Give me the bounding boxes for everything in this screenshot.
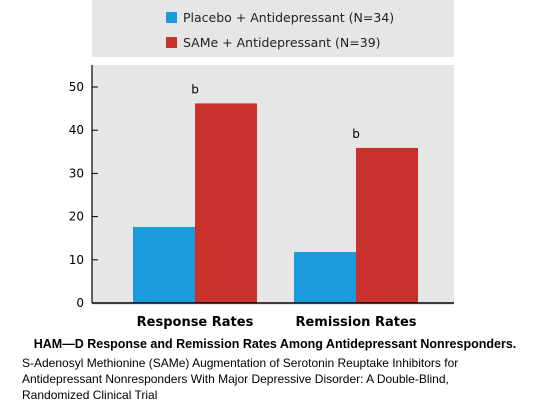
significance-marker: b [191, 82, 199, 96]
y-tick-label: 20 [69, 210, 84, 224]
x-category-label: Remission Rates [295, 315, 416, 330]
bar [294, 252, 356, 303]
caption-source-line: S-Adenosyl Methionine (SAMe) Augmentatio… [22, 356, 459, 370]
y-tick-label: 10 [69, 253, 84, 267]
figure-caption-title: HAM—D Response and Remission Rates Among… [33, 337, 517, 351]
y-tick-label: 40 [69, 123, 84, 137]
chart-figure: Placebo + Antidepressant (N=34) SAMe + An… [69, 0, 454, 330]
legend-label: SAMe + Antidepressant (N=39) [183, 35, 381, 50]
figure-caption-source: S-Adenosyl Methionine (SAMe) Augmentatio… [22, 355, 542, 403]
legend-swatch [166, 37, 177, 48]
x-category-label: Response Rates [137, 315, 254, 330]
caption-source-line: Randomized Clinical Trial [22, 388, 158, 402]
bar [356, 147, 418, 303]
significance-marker: b [352, 127, 360, 141]
bar [133, 226, 195, 303]
legend-label: Placebo + Antidepressant (N=34) [183, 10, 394, 25]
legend-box [92, 0, 454, 57]
legend-swatch [166, 12, 177, 23]
caption-source-line: Antidepressant Nonresponders With Major … [22, 372, 449, 386]
y-tick-label: 50 [69, 80, 84, 94]
y-tick-label: 30 [69, 166, 84, 180]
y-tick-label: 0 [76, 296, 84, 310]
bar [195, 103, 257, 303]
